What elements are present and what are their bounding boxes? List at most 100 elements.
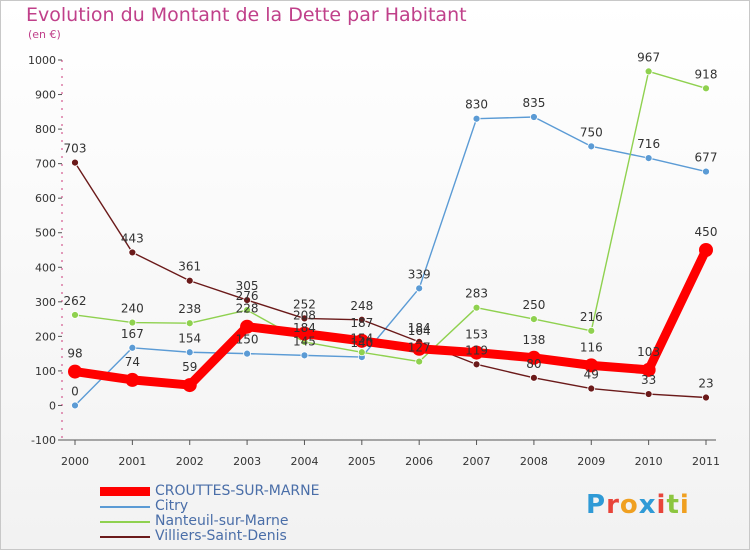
data-point xyxy=(243,296,251,304)
data-label: 138 xyxy=(522,333,545,347)
data-point xyxy=(702,167,710,176)
legend-label: Villiers-Saint-Denis xyxy=(155,528,287,544)
x-tick-label: 2002 xyxy=(176,455,204,468)
legend-label: CROUTTES-SUR-MARNE xyxy=(155,483,320,499)
legend-swatch xyxy=(100,521,150,523)
legend-swatch xyxy=(100,506,150,508)
legend-swatch xyxy=(100,536,150,538)
data-point xyxy=(530,373,538,382)
logo-letter: x xyxy=(638,490,657,520)
series-line-nanteuil-sur-marne xyxy=(74,70,707,363)
y-tick-label: 600 xyxy=(35,192,56,205)
data-point xyxy=(71,311,79,319)
series-line-villiers-saint-denis xyxy=(74,161,707,399)
data-label: 145 xyxy=(293,334,316,348)
data-point xyxy=(300,351,309,360)
data-label: 228 xyxy=(236,302,259,316)
data-label: 703 xyxy=(64,142,87,156)
data-label: 80 xyxy=(526,357,541,371)
data-label: 750 xyxy=(580,125,603,139)
data-label: 283 xyxy=(465,287,488,301)
data-label: 23 xyxy=(698,377,713,391)
data-point xyxy=(128,343,137,352)
data-point xyxy=(71,401,79,410)
data-point xyxy=(587,142,596,151)
data-label: 238 xyxy=(178,302,201,316)
data-point xyxy=(354,333,369,348)
data-point xyxy=(357,315,366,324)
data-point xyxy=(584,358,599,373)
legend-label: Citry xyxy=(155,498,189,514)
x-tick-label: 2000 xyxy=(61,455,89,468)
data-label: 150 xyxy=(236,333,259,347)
data-label: 0 xyxy=(71,384,79,398)
data-label: 208 xyxy=(293,309,316,323)
series-line-crouttes-sur-marne xyxy=(70,245,711,390)
data-label: 250 xyxy=(522,298,545,312)
data-point xyxy=(587,326,596,335)
data-point xyxy=(182,378,197,393)
logo-letter: t xyxy=(666,490,680,520)
y-tick-label: 300 xyxy=(35,296,56,309)
legend-label: Nanteuil-sur-Marne xyxy=(155,513,289,529)
data-point xyxy=(699,243,713,257)
x-tick-label: 2008 xyxy=(520,455,548,468)
data-point xyxy=(644,390,653,398)
data-point xyxy=(68,364,82,379)
x-tick-label: 2007 xyxy=(463,455,491,468)
data-label: 74 xyxy=(125,355,140,369)
data-point xyxy=(644,67,653,76)
data-label: 305 xyxy=(236,279,259,293)
data-point xyxy=(530,315,538,323)
x-tick-label: 2011 xyxy=(692,455,720,468)
y-tick-label: -100 xyxy=(31,434,56,447)
data-point xyxy=(185,348,194,357)
data-label: 119 xyxy=(465,343,488,357)
logo-letter: P xyxy=(586,490,607,520)
data-label: 276 xyxy=(236,289,259,303)
proxiti-logo: Proxiti xyxy=(586,490,690,520)
data-point xyxy=(472,360,481,369)
data-point xyxy=(415,357,424,366)
y-tick-label: 800 xyxy=(35,123,56,136)
data-point xyxy=(128,248,137,257)
data-label: 154 xyxy=(350,331,373,345)
x-tick-label: 2006 xyxy=(405,455,433,468)
y-tick-label: 700 xyxy=(35,158,56,171)
logo-letter: i xyxy=(656,490,667,520)
data-label: 918 xyxy=(695,67,718,81)
y-tick-label: 0 xyxy=(49,399,56,412)
data-point xyxy=(412,341,427,356)
data-point xyxy=(644,154,653,163)
data-point xyxy=(71,158,79,167)
data-label: 184 xyxy=(408,321,431,335)
data-point xyxy=(641,362,656,377)
logo-letter: o xyxy=(619,490,639,520)
data-point xyxy=(472,114,481,123)
data-label: 59 xyxy=(182,360,197,374)
data-label: 216 xyxy=(580,310,603,324)
data-label: 835 xyxy=(522,96,545,110)
y-tick-label: 900 xyxy=(35,89,56,102)
data-point xyxy=(357,348,366,357)
data-label: 140 xyxy=(350,336,373,350)
data-label: 967 xyxy=(637,50,660,64)
data-label: 240 xyxy=(121,302,144,316)
x-tick-label: 2003 xyxy=(233,455,261,468)
data-label: 830 xyxy=(465,98,488,112)
chart-title: Evolution du Montant de la Dette par Hab… xyxy=(26,4,467,26)
data-label: 443 xyxy=(121,231,144,245)
y-tick-label: 500 xyxy=(35,227,56,240)
data-point xyxy=(702,393,710,402)
data-point xyxy=(415,284,424,293)
y-tick-label: 1000 xyxy=(28,54,56,67)
data-point xyxy=(530,113,538,121)
data-label: 339 xyxy=(408,267,431,281)
data-label: 153 xyxy=(465,328,488,342)
data-label: 248 xyxy=(350,299,373,313)
data-point xyxy=(185,276,194,285)
data-label: 716 xyxy=(637,137,660,151)
x-tick-label: 2010 xyxy=(635,455,663,468)
data-point xyxy=(243,306,251,315)
